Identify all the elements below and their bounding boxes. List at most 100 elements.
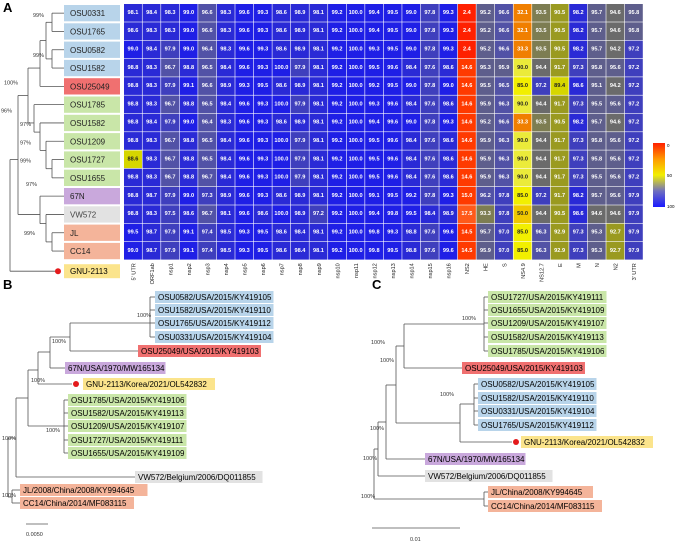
heatmap-cell xyxy=(550,132,569,150)
tree-c-tip-label: OSU1655/USA/2015/KY419109 xyxy=(491,306,605,315)
heatmap-cell xyxy=(532,223,551,242)
heatmap-cell-value: 85.0 xyxy=(517,248,528,254)
heatmap-cell xyxy=(402,223,421,242)
heatmap-cell xyxy=(420,22,439,40)
heatmap-cell-value: 90.5 xyxy=(554,28,565,34)
heatmap-cell xyxy=(216,40,235,59)
heatmap-cell xyxy=(142,223,161,242)
tree-b-tip-box xyxy=(138,345,261,357)
heatmap-cell xyxy=(457,4,476,22)
heatmap-cell-value: 94.2 xyxy=(610,83,621,89)
heatmap-cell xyxy=(272,95,291,114)
heatmap-cell-value: 97.0 xyxy=(499,248,510,254)
heatmap-cell xyxy=(495,205,513,223)
heatmap-column-label: nsp3 xyxy=(205,263,211,275)
heatmap-cell-value: 98.6 xyxy=(443,138,454,144)
heatmap-cell xyxy=(235,223,254,242)
heatmap-cell-value: 99.4 xyxy=(369,211,381,217)
heatmap-cell xyxy=(198,132,217,150)
tree-c-tip-label: OSU1785/USA/2015/KY419106 xyxy=(491,347,605,356)
heatmap-cell xyxy=(569,168,588,187)
heatmap-cell-value: 98.6 xyxy=(276,193,287,199)
heatmap-cell-value: 99.6 xyxy=(387,120,398,126)
heatmap-cell xyxy=(550,77,569,95)
heatmap-cell xyxy=(328,187,346,205)
heatmap-cell xyxy=(587,58,606,77)
heatmap-cell-value: 97.5 xyxy=(165,211,176,217)
heatmap-cell xyxy=(532,40,551,59)
heatmap-cell-value: 97.2 xyxy=(536,83,547,89)
heatmap-cell xyxy=(346,168,365,187)
heatmap-cell-value: 98.6 xyxy=(276,46,287,52)
heatmap-cell xyxy=(513,168,532,187)
heatmap-cell xyxy=(532,150,551,169)
heatmap-cell xyxy=(569,150,588,169)
heatmap-cell-value: 96.4 xyxy=(202,120,214,126)
heatmap-cell xyxy=(420,4,439,22)
heatmap-cell-value: 14.6 xyxy=(461,138,472,144)
heatmap-cell xyxy=(253,95,272,114)
heatmap-cell-value: 98.3 xyxy=(165,28,176,34)
heatmap-cell-value: 98.8 xyxy=(183,65,194,71)
heatmap-cell xyxy=(198,95,217,114)
heatmap-cell-value: 14.5 xyxy=(461,248,472,254)
heatmap-cell xyxy=(420,223,439,242)
heatmap-cell xyxy=(253,77,272,95)
heatmap-cell xyxy=(532,187,551,205)
heatmap-cell-value: 99.0 xyxy=(406,10,417,16)
heatmap-cell-value: 88.6 xyxy=(128,156,139,162)
heatmap-cell-value: 99.3 xyxy=(257,65,268,71)
heatmap-cell-value: 97.9 xyxy=(628,193,639,199)
tree-b-tip-label: VW572/Belgium/2006/DQ011855 xyxy=(138,473,256,482)
heatmap-cell xyxy=(513,4,532,22)
tree-a: 99% 99% 100% 96% 97% 97% 99% 99% 97% xyxy=(1,12,64,272)
heatmap-cell-value: 91.7 xyxy=(554,193,565,199)
heatmap-cell-value: 95.8 xyxy=(628,10,639,16)
row-label-box xyxy=(64,206,120,223)
heatmap-cell xyxy=(235,77,254,95)
heatmap-cell xyxy=(587,150,606,169)
heatmap-cell-value: 99.6 xyxy=(387,65,398,71)
heatmap-cell xyxy=(290,223,309,242)
scale-label: 0.0050 xyxy=(26,532,43,538)
tree-c-tip-box xyxy=(478,392,597,404)
heatmap-cell-value: 95.1 xyxy=(591,83,602,89)
heatmap-cell xyxy=(198,205,217,223)
heatmap-cell-value: 98.1 xyxy=(313,83,324,89)
heatmap-cell-value: 98.3 xyxy=(220,28,231,34)
heatmap-cell-value: 97.8 xyxy=(424,83,435,89)
heatmap-cell xyxy=(383,223,402,242)
heatmap-column-label: nsp13 xyxy=(391,263,397,278)
heatmap-cell xyxy=(606,205,625,223)
heatmap-cell xyxy=(365,241,384,260)
heatmap-cell-value: 90.5 xyxy=(554,211,565,217)
heatmap-cell xyxy=(235,205,254,223)
heatmap-cell-value: 98.1 xyxy=(313,101,324,107)
heatmap-cell-value: 94.6 xyxy=(591,211,602,217)
heatmap-cell xyxy=(216,223,235,242)
heatmap-cell xyxy=(346,241,365,260)
bootstrap-label: 100% xyxy=(440,392,454,398)
heatmap-cell xyxy=(476,4,495,22)
heatmap-cell xyxy=(513,77,532,95)
heatmap-cell xyxy=(476,241,495,260)
heatmap-cell xyxy=(513,58,532,77)
panel-a-heatmap: 99% 99% 100% 96% 97% 97% 99% 99% 97% OSU0331 OSU1… xyxy=(1,4,675,284)
heatmap-cell xyxy=(587,187,606,205)
heatmap-cell-value: 99.3 xyxy=(257,193,268,199)
tree-b-tip-box xyxy=(68,394,187,406)
heatmap-cell xyxy=(550,113,569,132)
bootstrap-label: 100% xyxy=(380,358,394,364)
heatmap-cell xyxy=(513,205,532,223)
heatmap-cell xyxy=(290,205,309,223)
heatmap-cell xyxy=(216,22,235,40)
heatmap-cell-value: 98.8 xyxy=(128,175,139,181)
heatmap-cell xyxy=(550,168,569,187)
heatmap-cell-value: 99.5 xyxy=(257,248,268,254)
heatmap-cell xyxy=(532,168,551,187)
heatmap-cell-value: 97.3 xyxy=(573,138,584,144)
heatmap-cell-value: 99.6 xyxy=(387,175,398,181)
heatmap-cell xyxy=(216,77,235,95)
tree-b-tip-label: OSU1785/USA/2015/KY419106 xyxy=(71,396,185,405)
heatmap-cell-value: 98.5 xyxy=(220,229,231,235)
